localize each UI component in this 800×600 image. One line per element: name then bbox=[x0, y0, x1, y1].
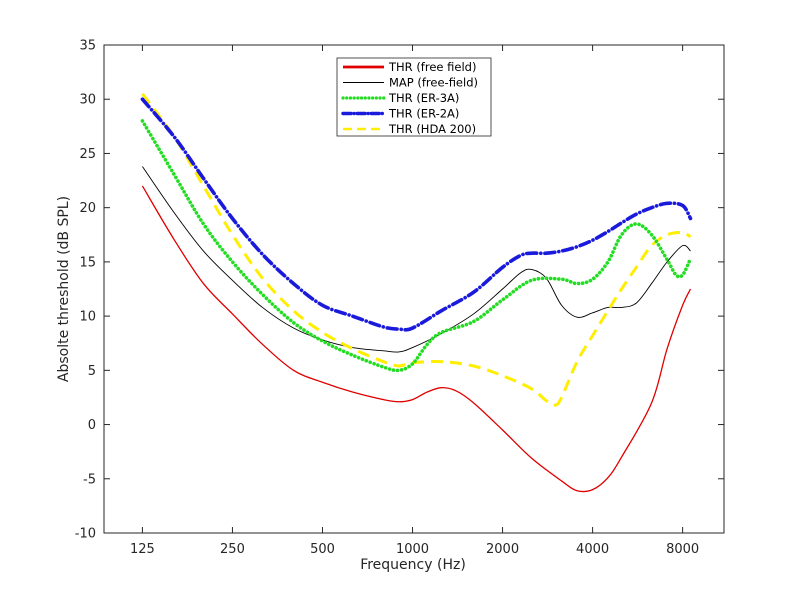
y-tick-label: -5 bbox=[83, 472, 96, 487]
y-tick-label: 5 bbox=[88, 364, 96, 379]
x-tick-label: 500 bbox=[310, 542, 335, 557]
y-tick-label: 30 bbox=[79, 93, 96, 108]
y-tick-label: 25 bbox=[79, 147, 96, 162]
x-axis-label: Frequency (Hz) bbox=[360, 557, 466, 573]
legend-label-2: MAP (free-field) bbox=[389, 76, 478, 90]
y-tick-label: 35 bbox=[79, 39, 96, 54]
x-tick-label: 125 bbox=[130, 542, 155, 557]
series-line-3 bbox=[140, 119, 693, 373]
x-tick-label: 250 bbox=[220, 542, 245, 557]
y-tick-label: 20 bbox=[79, 201, 96, 216]
legend-label-4: THR (ER-2A) bbox=[388, 107, 459, 121]
x-tick-label: 1000 bbox=[396, 542, 429, 557]
y-tick-label: 0 bbox=[88, 418, 96, 433]
x-tick-label: 4000 bbox=[576, 542, 609, 557]
series-line-5 bbox=[141, 92, 692, 407]
legend-label-3: THR (ER-3A) bbox=[388, 91, 459, 105]
y-tick-label: -10 bbox=[75, 527, 96, 542]
legend-label-5: THR (HDA 200) bbox=[388, 122, 476, 136]
legend-label-1: THR (free field) bbox=[388, 60, 476, 74]
axis-ticks: 125 250 500 1000 2000 4000 8000 -10 -5 0 5 10 15 20 25… bbox=[75, 39, 724, 557]
series-line-1 bbox=[141, 185, 692, 493]
y-tick-label: 10 bbox=[79, 310, 96, 325]
y-axis-label: Absolte threshold (dB SPL) bbox=[56, 196, 72, 382]
series-line-2 bbox=[142, 166, 691, 353]
legend: THR (free field)MAP (free-field)THR (ER-… bbox=[336, 57, 492, 137]
series-line-4 bbox=[140, 97, 693, 332]
series-layer bbox=[140, 92, 693, 493]
y-tick-label: 15 bbox=[79, 255, 96, 270]
x-tick-label: 2000 bbox=[486, 542, 519, 557]
x-tick-label: 8000 bbox=[666, 542, 699, 557]
